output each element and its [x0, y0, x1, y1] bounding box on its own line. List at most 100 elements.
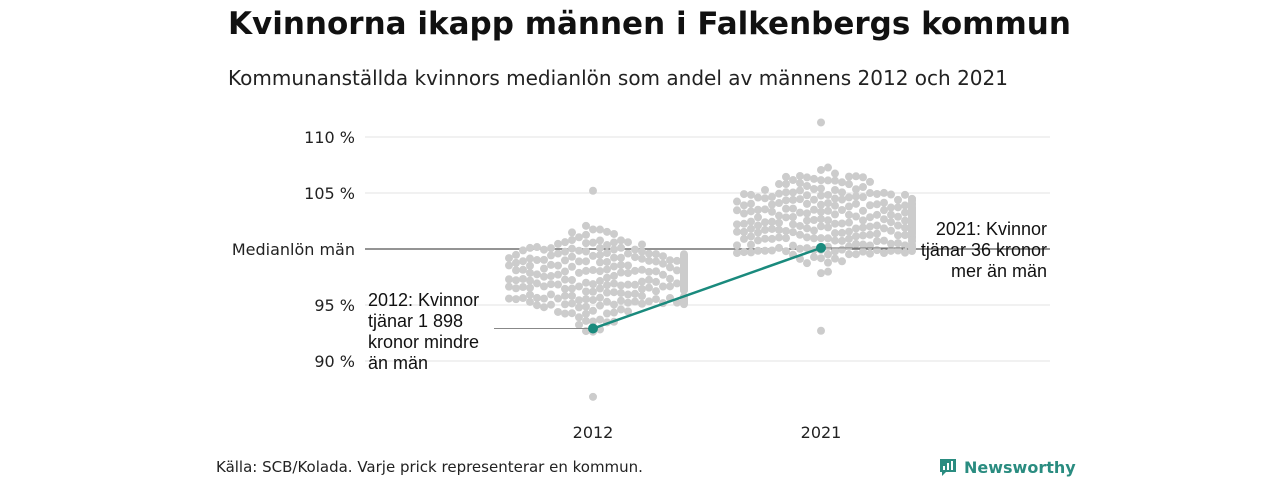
municipality-dot [845, 227, 853, 236]
municipality-dot [761, 194, 769, 203]
municipality-dot [610, 288, 618, 297]
municipality-dot [873, 237, 881, 246]
municipality-dot [575, 257, 583, 266]
municipality-dot [733, 206, 741, 215]
municipality-dot [596, 258, 604, 267]
municipality-dot [803, 216, 811, 225]
municipality-dot [782, 226, 790, 235]
municipality-dot [908, 209, 916, 218]
municipality-dot [887, 226, 895, 235]
municipality-dot [533, 256, 541, 265]
municipality-dot [810, 215, 818, 224]
municipality-dot [796, 244, 804, 253]
municipality-dot [866, 213, 874, 222]
municipality-dot [512, 295, 520, 304]
municipality-dot [775, 180, 783, 189]
municipality-dot [533, 301, 541, 310]
municipality-dot [680, 262, 688, 271]
municipality-dot [908, 242, 916, 251]
municipality-dot [547, 280, 555, 289]
municipality-dot [789, 188, 797, 197]
newsworthy-logo[interactable]: Newsworthy [938, 457, 1076, 477]
municipality-dot [824, 216, 832, 225]
municipality-dot [624, 280, 632, 289]
municipality-dot [824, 199, 832, 208]
municipality-dot [540, 245, 548, 254]
municipality-dot [596, 236, 604, 245]
municipality-dot [631, 266, 639, 275]
municipality-dot [901, 223, 909, 232]
municipality-dot [817, 191, 825, 200]
municipality-dot [768, 200, 776, 209]
municipality-dot [568, 244, 576, 253]
municipality-dot [733, 241, 741, 250]
municipality-dot [831, 201, 839, 210]
municipality-dot [645, 267, 653, 276]
municipality-dot [768, 246, 776, 255]
municipality-dot [617, 268, 625, 277]
municipality-dot [880, 188, 888, 197]
municipality-dot [859, 193, 867, 202]
municipality-dot [901, 208, 909, 217]
municipality-dot [782, 234, 790, 243]
municipality-dot [526, 243, 534, 252]
municipality-dot [831, 229, 839, 238]
municipality-dot [526, 283, 534, 292]
municipality-dot [838, 178, 846, 187]
municipality-dot [547, 251, 555, 260]
municipality-dot [596, 315, 604, 324]
highlight-series [588, 242, 826, 334]
municipality-dot [638, 285, 646, 294]
annotation-2012: 2012: Kvinnor tjänar 1 898 kronor mindre… [368, 290, 479, 374]
municipality-dot [603, 273, 611, 282]
municipality-dot [582, 239, 590, 248]
municipality-dot [859, 173, 867, 182]
municipality-dot [526, 261, 534, 270]
municipality-dot [652, 287, 660, 296]
x-tick-label: 2021 [801, 423, 842, 442]
municipality-dot [575, 268, 583, 277]
municipality-dot [852, 212, 860, 221]
municipality-dot [603, 309, 611, 318]
municipality-dot [631, 245, 639, 254]
municipality-dot [761, 185, 769, 194]
municipality-dot [526, 290, 534, 299]
y-axis-tick-labels: 110 % 105 % Medianlön män 95 % 90 % [232, 128, 355, 371]
municipality-dot [859, 216, 867, 225]
municipality-dot [845, 218, 853, 227]
municipality-dot [554, 239, 562, 248]
y-tick-label: 90 % [314, 352, 355, 371]
municipality-dot [582, 316, 590, 325]
municipality-dot [866, 249, 874, 258]
municipality-dot [894, 221, 902, 230]
municipality-dot [838, 257, 846, 266]
municipality-dot [561, 284, 569, 293]
municipality-dot [547, 244, 555, 253]
municipality-dot [740, 248, 748, 257]
municipality-dot [645, 283, 653, 292]
municipality-dot [582, 257, 590, 266]
municipality-dot [866, 222, 874, 231]
y-tick-label: Medianlön män [232, 240, 355, 259]
municipality-dot [596, 284, 604, 293]
municipality-dot [596, 293, 604, 302]
grid-lines [365, 136, 1050, 362]
municipality-dot [852, 239, 860, 248]
municipality-dot [880, 215, 888, 224]
municipality-dot [824, 267, 832, 276]
x-axis-tick-labels: 2012 2021 [573, 423, 842, 442]
municipality-dot [754, 221, 762, 230]
municipality-dot [761, 225, 769, 234]
municipality-dot [652, 257, 660, 266]
municipality-dot [901, 241, 909, 250]
municipality-dot [761, 218, 769, 227]
municipality-dot [610, 262, 618, 271]
municipality-dot [575, 282, 583, 291]
municipality-dot [561, 256, 569, 265]
municipality-dot [831, 247, 839, 256]
municipality-dot [817, 118, 825, 127]
municipality-dot [817, 207, 825, 216]
municipality-dot [845, 172, 853, 181]
municipality-dot [761, 205, 769, 214]
municipality-dot [803, 209, 811, 218]
